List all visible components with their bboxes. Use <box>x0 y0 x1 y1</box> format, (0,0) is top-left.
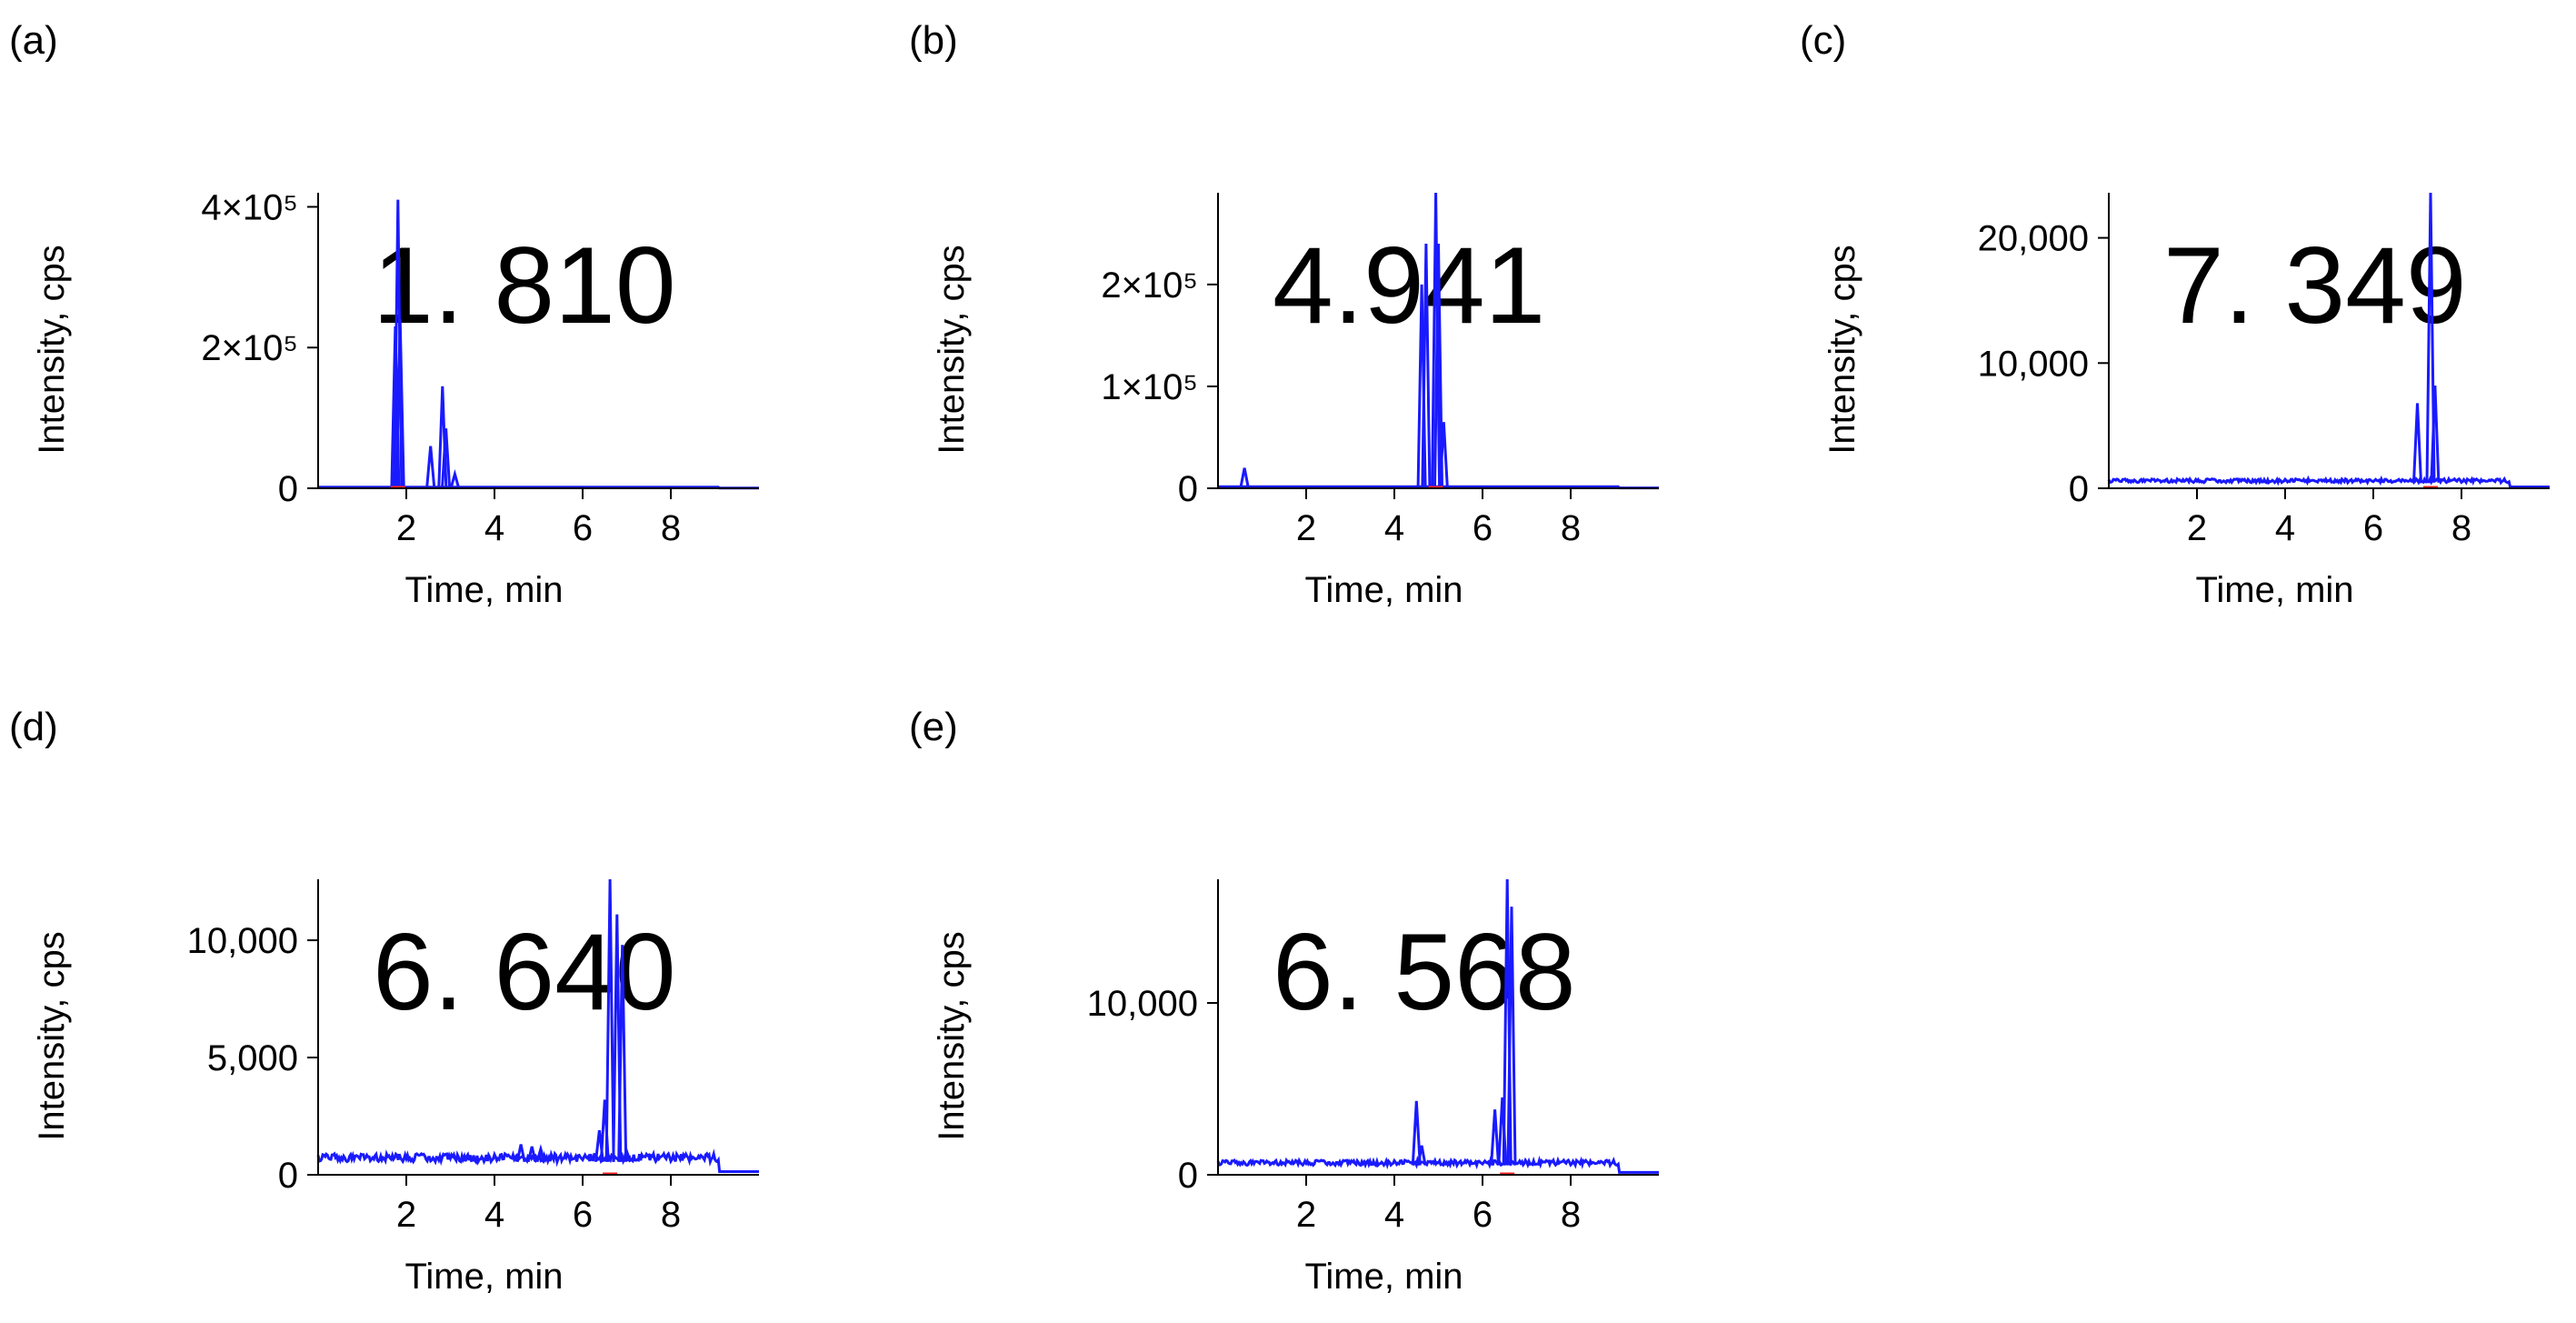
y-tick-label: 20,000 <box>1978 219 2089 259</box>
peak-mark <box>1431 192 1442 487</box>
x-tick-label: 2 <box>396 508 416 548</box>
chart-panel-e: (e) 6. 568 2 4 6 8 0 10,000 Time, min Intensity,… <box>900 687 1772 1323</box>
y-tick-label: 10,000 <box>187 921 298 961</box>
peak-mark <box>617 945 628 1162</box>
peak-mark <box>2425 192 2436 483</box>
x-tick-label: 8 <box>2451 508 2471 548</box>
peak-mark <box>1438 422 1449 487</box>
x-axis-label: Time, min <box>1304 570 1463 610</box>
x-tick-label: 4 <box>484 1195 504 1235</box>
y-tick-label: 10,000 <box>1087 984 1198 1024</box>
peak-mark <box>2430 386 2441 483</box>
panel-label: (a) <box>9 18 58 63</box>
y-tick-label: 2×10⁵ <box>201 328 298 368</box>
peak-label: 7. 349 <box>2163 225 2467 346</box>
peak-mark <box>1490 1109 1501 1166</box>
peak-mark <box>2412 403 2422 483</box>
chart-panel-d: (d) 6. 640 2 4 6 8 0 5,000 10,000 Time, min Inten… <box>0 687 873 1323</box>
y-tick-label: 0 <box>278 1156 298 1196</box>
peak-label: 6. 640 <box>373 911 676 1033</box>
chart-svg: 4.941 2 4 6 8 0 1×10⁵ 2×10⁵ Time, min Intensity, … <box>932 192 1659 610</box>
y-axis-label: Intensity, cps <box>1822 245 1862 454</box>
x-axis-label: Time, min <box>404 1257 563 1297</box>
chart-svg: 6. 640 2 4 6 8 0 5,000 10,000 Time, min Intensity… <box>32 878 759 1297</box>
baseline-trace <box>1216 1155 1659 1174</box>
y-tick-label: 0 <box>1178 1156 1198 1196</box>
peak-label: 1. 810 <box>373 225 676 346</box>
peak-mark <box>441 428 452 487</box>
chart-svg: 6. 568 2 4 6 8 0 10,000 Time, min Intensity, cps <box>932 878 1659 1297</box>
chart-svg: 7. 349 2 4 6 8 0 10,000 20,000 Time, min Intensit… <box>1822 192 2550 610</box>
peak-mark <box>449 468 460 488</box>
y-tick-label: 1×10⁵ <box>1101 367 1198 407</box>
x-tick-label: 4 <box>1384 508 1404 548</box>
y-tick-label: 0 <box>1178 469 1198 509</box>
panel-label: (d) <box>9 705 58 749</box>
baseline-trace <box>2107 475 2550 488</box>
x-tick-label: 8 <box>1561 508 1581 548</box>
peak-mark <box>604 878 615 1162</box>
peak-mark <box>1411 1100 1422 1166</box>
y-tick-label: 0 <box>278 469 298 509</box>
y-axis-label: Intensity, cps <box>932 245 972 454</box>
peak-mark <box>515 1144 526 1163</box>
peak-mark <box>526 1146 537 1163</box>
peak-mark <box>622 1147 632 1163</box>
x-tick-label: 2 <box>1296 508 1316 548</box>
panel-label: (c) <box>1800 18 1847 63</box>
chart-svg: 1. 810 2 4 6 8 0 2×10⁵ 4×10⁵ Time, min Intensity,… <box>32 187 759 610</box>
chart-panel-c: (c) 7. 349 2 4 6 8 0 10,000 20,000 Time, min Inte… <box>1791 0 2576 636</box>
x-tick-label: 6 <box>2363 508 2383 548</box>
x-tick-label: 8 <box>1561 1195 1581 1235</box>
peak-mark <box>1416 1145 1427 1166</box>
x-tick-label: 6 <box>1473 1195 1493 1235</box>
x-tick-label: 2 <box>1296 1195 1316 1235</box>
x-tick-label: 6 <box>1473 508 1493 548</box>
peak-mark <box>1433 243 1443 487</box>
y-axis-label: Intensity, cps <box>32 931 72 1140</box>
x-tick-label: 8 <box>661 508 681 548</box>
peak-label: 4.941 <box>1273 225 1545 346</box>
peak-mark <box>1421 243 1432 487</box>
y-tick-label: 0 <box>2069 469 2089 509</box>
x-axis-label: Time, min <box>1304 1257 1463 1297</box>
chart-panel-a: (a) 1. 810 2 4 6 8 0 2×10⁵ 4×10⁵ Time, min Intens… <box>0 0 873 636</box>
x-tick-label: 2 <box>2187 508 2207 548</box>
x-tick-label: 4 <box>2275 508 2295 548</box>
peak-label: 6. 568 <box>1273 911 1576 1033</box>
peak-mark <box>394 319 405 487</box>
y-tick-label: 2×10⁵ <box>1101 266 1198 306</box>
x-tick-label: 6 <box>573 1195 593 1235</box>
panel-label: (b) <box>909 18 958 63</box>
y-tick-label: 4×10⁵ <box>201 187 298 227</box>
x-tick-label: 6 <box>573 508 593 548</box>
peak-mark <box>1506 907 1517 1166</box>
y-tick-label: 10,000 <box>1978 344 2089 384</box>
x-tick-label: 2 <box>396 1195 416 1235</box>
peak-mark <box>1239 467 1250 487</box>
x-tick-label: 4 <box>484 508 504 548</box>
x-axis-label: Time, min <box>2195 570 2353 610</box>
y-axis-label: Intensity, cps <box>932 931 972 1140</box>
x-tick-label: 8 <box>661 1195 681 1235</box>
chart-panel-b: (b) 4.941 2 4 6 8 0 1×10⁵ 2×10⁵ Time, min Intensi… <box>900 0 1772 636</box>
x-axis-label: Time, min <box>404 570 563 610</box>
x-tick-label: 4 <box>1384 1195 1404 1235</box>
panel-label: (e) <box>909 705 958 749</box>
y-axis-label: Intensity, cps <box>32 245 72 454</box>
y-tick-label: 5,000 <box>207 1038 298 1078</box>
peak-mark <box>425 446 436 487</box>
peak-mark <box>535 1144 546 1163</box>
